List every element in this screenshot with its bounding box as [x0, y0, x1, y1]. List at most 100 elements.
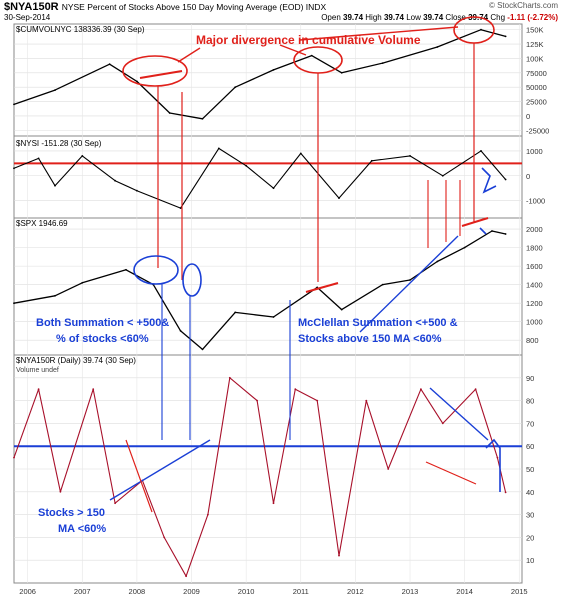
y-tick-label: 1000: [526, 147, 543, 156]
data-point: [272, 316, 275, 318]
y-tick-label: 60: [526, 442, 534, 451]
nysi-projection-arrow: [481, 167, 497, 194]
data-point: [387, 468, 390, 470]
data-point: [54, 294, 56, 297]
y-tick-label: 150K: [526, 26, 544, 35]
data-point: [480, 28, 482, 31]
y-tick-label: 1800: [526, 244, 543, 253]
data-point: [504, 233, 507, 235]
data-point: [420, 388, 422, 391]
data-point: [310, 54, 313, 57]
y-tick-label: 2000: [526, 225, 543, 234]
y-tick-label: 1200: [526, 299, 543, 308]
y-tick-label: 90: [526, 374, 534, 383]
x-tick-label: 2009: [183, 587, 200, 596]
data-point: [228, 376, 231, 379]
data-point: [272, 69, 275, 71]
data-point: [179, 207, 182, 210]
data-point: [441, 174, 444, 177]
brand-label: © StockCharts.com: [488, 1, 558, 10]
series-nysi: [13, 147, 507, 209]
x-tick-label: 2010: [238, 587, 255, 596]
panel-label-nysi: $NYSI -151.28 (30 Sep): [16, 139, 102, 148]
y-tick-label: 0: [526, 172, 530, 181]
nya-projection-arrow: [485, 438, 501, 492]
annotation-mcc-2: Stocks above 150 MA <60%: [298, 333, 442, 345]
panel-label-nya150r: $NYA150R (Daily) 39.74 (30 Sep): [16, 356, 136, 365]
data-point: [59, 490, 62, 493]
y-tick-label: 30: [526, 511, 534, 520]
y-tick-label: 20: [526, 533, 534, 542]
data-point: [136, 189, 138, 192]
data-point: [114, 502, 116, 505]
annotation-stocks-1: Stocks > 150: [38, 507, 105, 519]
data-point: [463, 246, 466, 249]
annotation-divergence: Major divergence in cumulative Volume: [196, 33, 421, 47]
data-point: [480, 150, 482, 152]
annotation-stocks-2: MA <60%: [58, 523, 106, 535]
x-tick-label: 2008: [129, 587, 146, 596]
data-point: [185, 575, 188, 578]
data-point: [436, 46, 439, 48]
y-tick-label: 800: [526, 336, 539, 345]
series-spx: [13, 230, 506, 351]
data-point: [256, 399, 258, 402]
data-point: [504, 178, 507, 181]
divergence-arrow-left: [177, 47, 201, 63]
data-point: [37, 388, 40, 391]
symbol-title: $NYA150R NYSE Percent of Stocks Above 15…: [4, 1, 327, 13]
spx-trend-2014: [461, 217, 489, 227]
series-cumvolnyc: [13, 29, 506, 120]
data-point: [163, 536, 166, 539]
data-point: [340, 71, 343, 74]
data-point: [54, 184, 56, 187]
y-tick-label: 10: [526, 556, 534, 565]
data-point: [381, 62, 384, 64]
x-tick-label: 2011: [293, 587, 309, 596]
spx-trend-2011: [305, 282, 339, 293]
divergence-arrow-right: [299, 26, 459, 41]
data-point: [92, 388, 95, 391]
data-point: [207, 513, 209, 516]
annotation-both-1: Both Summation < +500&: [36, 317, 169, 329]
blue-arrow-nya-top: [429, 387, 489, 441]
y-tick-label: 50000: [526, 83, 547, 92]
blue-arrow-spx: [359, 235, 459, 333]
y-tick-label: 80: [526, 397, 534, 406]
blue-ellipse-2007a: [133, 255, 179, 285]
annotation-shapes: [109, 16, 501, 513]
data-point: [381, 283, 384, 286]
data-point: [491, 230, 493, 232]
data-point: [179, 330, 182, 332]
data-point: [409, 279, 411, 281]
data-point: [474, 388, 477, 391]
y-tick-label: -25000: [526, 126, 549, 135]
y-tick-label: 40: [526, 488, 534, 497]
data-point: [272, 187, 275, 190]
x-tick-label: 2012: [347, 587, 364, 596]
data-point: [168, 112, 171, 114]
nya-trend-2007: [125, 439, 153, 513]
x-tick-label: 2015: [511, 587, 528, 596]
x-tick-label: 2014: [456, 587, 473, 596]
data-point: [272, 502, 275, 505]
data-point: [81, 281, 84, 284]
chart-header: $NYA150R NYSE Percent of Stocks Above 15…: [0, 0, 566, 24]
data-point: [108, 63, 111, 66]
y-tick-label: 25000: [526, 98, 547, 107]
series-lines: [13, 28, 507, 578]
y-tick-label: 50: [526, 465, 534, 474]
data-point: [13, 302, 15, 305]
data-point: [217, 147, 220, 150]
data-point: [136, 80, 138, 83]
divergence-ellipse-2007: [122, 55, 188, 87]
y-tick-label: 1400: [526, 281, 543, 290]
data-point: [114, 179, 116, 182]
spx-projection-arrow: [479, 227, 487, 235]
blue-arrow-nya-left: [109, 439, 211, 501]
data-point: [81, 155, 84, 157]
axis-labels: 150K 125K 100K 75000 50000 25000 0 -25000 1000 0 -…: [19, 26, 549, 596]
data-point: [201, 348, 204, 351]
y-tick-label: 70: [526, 419, 534, 428]
data-point: [338, 197, 340, 200]
